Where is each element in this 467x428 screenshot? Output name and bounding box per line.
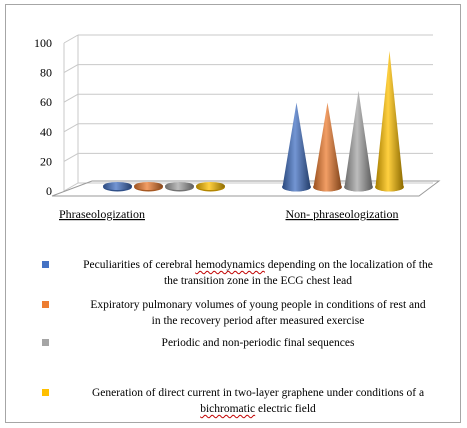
category-label: Phraseologization (59, 207, 145, 221)
cone-non-phraseologization-series-4 (375, 50, 404, 192)
gridline-side (63, 152, 79, 162)
cone-phraseologization-series-3 (165, 182, 194, 192)
cone-body (313, 102, 342, 192)
y-tick-label: 60 (40, 95, 52, 109)
cone-non-phraseologization-series-1 (282, 102, 311, 192)
cone-phraseologization-series-4 (196, 182, 225, 192)
gridline-side (63, 34, 79, 44)
legend-label: Periodic and non-periodic final sequence… (161, 337, 355, 349)
legend-label: Expiratory pulmonary volumes of young pe… (90, 299, 426, 327)
cone-non-phraseologization-series-3 (344, 90, 373, 192)
cone-body (165, 182, 194, 190)
cone-body (103, 182, 132, 190)
legend-marker (42, 261, 49, 268)
y-tick-label: 0 (46, 184, 52, 198)
cone-body (375, 50, 404, 192)
cone-phraseologization-series-1 (103, 182, 132, 192)
legend-marker (42, 301, 49, 308)
y-tick-labels: 0 20 40 60 80 100 (34, 36, 52, 198)
chart-frame: 0 20 40 60 80 100 Phraseologization Non- phras… (5, 4, 461, 423)
gridline-side (63, 93, 79, 103)
y-tick-label: 40 (40, 125, 52, 139)
cone-body (134, 182, 163, 190)
cone-body (344, 90, 373, 192)
legend-marker (42, 339, 49, 346)
gridline-side (63, 182, 79, 192)
grid-layer (51, 34, 441, 197)
legend-label: Peculiarities of cerebral hemodynamics d… (83, 259, 433, 287)
cones (103, 50, 404, 192)
gridline-side (63, 64, 79, 74)
cone-body (282, 102, 311, 192)
y-tick-label: 80 (40, 66, 52, 80)
category-labels: Phraseologization Non- phraseologization (59, 207, 398, 221)
gridline-side (63, 123, 79, 133)
legend-marker (42, 389, 49, 396)
cone-phraseologization-series-2 (134, 182, 163, 192)
category-label: Non- phraseologization (286, 207, 399, 221)
legend-label: Generation of direct current in two-laye… (91, 387, 425, 415)
cone-body (196, 182, 225, 190)
cone-non-phraseologization-series-2 (313, 102, 342, 192)
y-tick-label: 100 (34, 36, 52, 50)
cone-chart: 0 20 40 60 80 100 Phraseologization Non- phras… (34, 34, 441, 221)
y-tick-label: 20 (40, 154, 52, 168)
